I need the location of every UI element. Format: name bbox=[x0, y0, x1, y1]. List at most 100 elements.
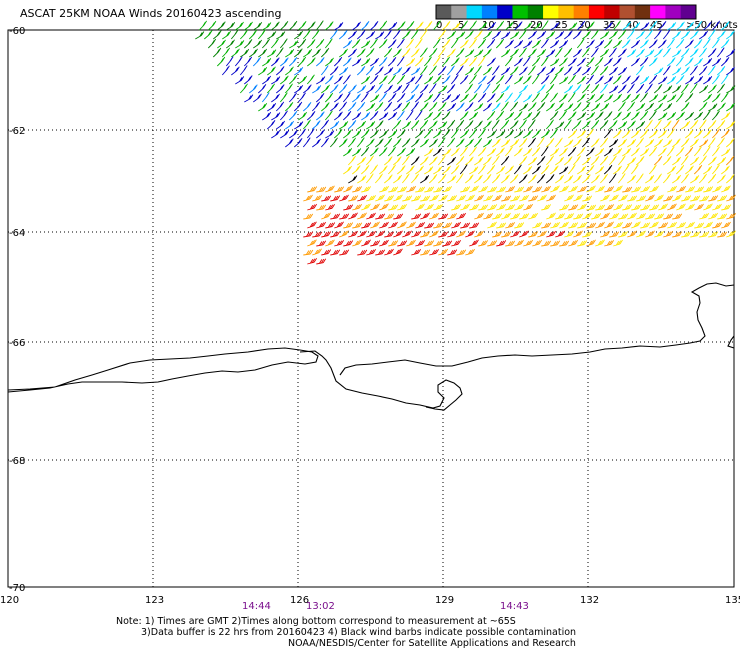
wind-barb bbox=[258, 66, 268, 76]
wind-barb bbox=[366, 194, 376, 202]
wind-barb bbox=[420, 175, 430, 184]
wind-barb bbox=[676, 222, 686, 229]
wind-barb bbox=[672, 231, 683, 238]
wind-barb bbox=[360, 146, 370, 157]
wind-barb bbox=[447, 213, 457, 220]
wind-barb bbox=[393, 230, 403, 238]
wind-barb bbox=[465, 49, 475, 58]
wind-barb bbox=[657, 21, 667, 31]
wind-barb bbox=[505, 39, 514, 49]
wind-barb bbox=[693, 146, 702, 157]
wind-barb bbox=[438, 121, 448, 130]
wind-barb bbox=[432, 92, 441, 103]
wind-barb bbox=[627, 138, 637, 148]
wind-barbs bbox=[195, 20, 736, 265]
wind-barb bbox=[694, 57, 703, 67]
wind-barb bbox=[559, 221, 569, 229]
lon-label: 129 bbox=[435, 595, 454, 606]
wind-barb bbox=[622, 21, 631, 31]
wind-barb bbox=[406, 148, 416, 157]
wind-barb bbox=[375, 31, 385, 40]
wind-barb bbox=[585, 74, 594, 85]
wind-barb bbox=[540, 92, 550, 103]
wind-barb bbox=[231, 48, 240, 58]
wind-barb bbox=[501, 195, 512, 202]
wind-barb bbox=[469, 111, 479, 121]
wind-barb bbox=[438, 102, 447, 112]
wind-barb bbox=[590, 83, 600, 94]
wind-barb bbox=[618, 121, 628, 130]
wind-barb bbox=[600, 231, 610, 238]
wind-barb bbox=[599, 83, 608, 94]
wind-barb bbox=[500, 101, 509, 112]
wind-barb bbox=[622, 93, 631, 103]
wind-barb bbox=[528, 157, 538, 166]
wind-barb bbox=[415, 165, 424, 175]
wind-barb bbox=[397, 240, 408, 247]
wind-barb bbox=[343, 185, 353, 193]
wind-barb bbox=[654, 102, 663, 112]
wind-barb bbox=[672, 138, 681, 148]
wind-barb bbox=[473, 65, 482, 76]
wind-barb bbox=[649, 129, 658, 139]
wind-barb bbox=[613, 203, 623, 211]
wind-barb bbox=[379, 165, 388, 175]
wind-barb bbox=[495, 75, 505, 85]
wind-barb bbox=[599, 173, 608, 184]
wind-barb bbox=[378, 57, 388, 67]
wind-barb bbox=[702, 110, 711, 121]
legend-tick: 40 bbox=[626, 20, 639, 31]
wind-barb bbox=[401, 173, 410, 184]
wind-barb bbox=[375, 138, 384, 148]
wind-barb bbox=[531, 92, 540, 103]
wind-barb bbox=[546, 212, 556, 220]
wind-barb bbox=[568, 111, 577, 121]
wind-barb bbox=[600, 48, 609, 58]
wind-barb bbox=[531, 146, 541, 157]
wind-barb bbox=[330, 231, 341, 238]
wind-barb bbox=[586, 112, 596, 121]
wind-barb bbox=[522, 56, 531, 67]
wind-barb bbox=[333, 56, 343, 67]
wind-barb bbox=[316, 76, 326, 85]
wind-barb bbox=[270, 38, 279, 49]
wind-barb bbox=[599, 120, 609, 130]
wind-barb bbox=[717, 231, 728, 238]
legend-tick: 10 bbox=[482, 20, 495, 31]
wind-barb bbox=[316, 221, 326, 229]
wind-barb bbox=[555, 102, 564, 112]
wind-barb bbox=[576, 20, 586, 31]
wind-barb bbox=[303, 48, 313, 58]
wind-barb bbox=[298, 75, 307, 85]
wind-barb bbox=[537, 48, 547, 58]
wind-barb bbox=[279, 20, 289, 31]
wind-barb bbox=[460, 186, 471, 193]
wind-barb bbox=[585, 128, 594, 139]
wind-barb bbox=[514, 222, 525, 229]
wind-barb bbox=[586, 93, 596, 103]
wind-barb bbox=[437, 47, 446, 58]
wind-barb bbox=[306, 74, 315, 85]
wind-barb bbox=[676, 111, 685, 121]
wind-barb bbox=[343, 39, 353, 49]
wind-barb bbox=[523, 148, 533, 157]
legend-swatch bbox=[619, 5, 636, 19]
wind-barb bbox=[432, 38, 441, 49]
wind-barb bbox=[699, 231, 710, 238]
wind-barb bbox=[667, 165, 677, 175]
wind-barb bbox=[339, 249, 350, 256]
wind-barb bbox=[239, 65, 248, 76]
wind-barb bbox=[483, 102, 492, 112]
wind-barb bbox=[450, 38, 459, 49]
wind-barb bbox=[536, 155, 546, 166]
wind-barb bbox=[415, 221, 425, 229]
wind-barb bbox=[563, 47, 573, 58]
wind-barb bbox=[537, 230, 547, 238]
wind-barb bbox=[460, 203, 470, 211]
wind-barb bbox=[514, 130, 524, 139]
wind-barb bbox=[424, 203, 434, 211]
wind-barb bbox=[645, 194, 655, 202]
wind-barb bbox=[577, 75, 586, 85]
wind-barb bbox=[699, 213, 709, 220]
wind-barb bbox=[654, 213, 665, 220]
